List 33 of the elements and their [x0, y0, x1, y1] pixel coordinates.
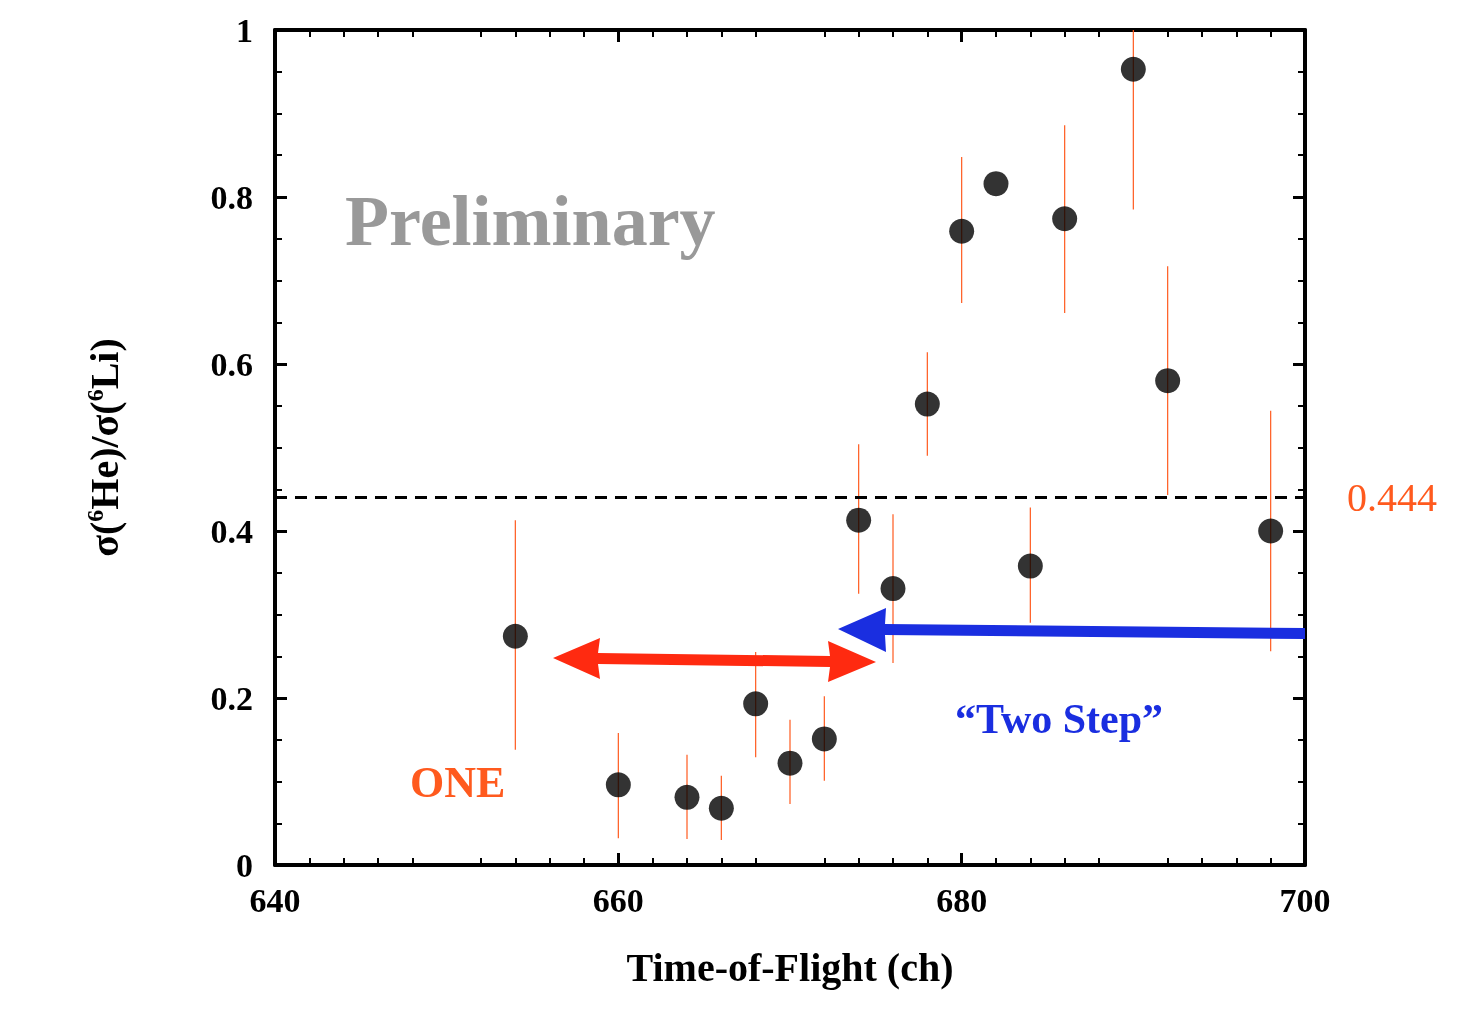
y-tick-label: 0.4	[210, 512, 253, 550]
point	[1017, 553, 1043, 579]
point	[1052, 206, 1078, 232]
annotation: ONE	[410, 757, 506, 807]
point	[1120, 56, 1146, 82]
point	[914, 391, 940, 417]
x-tick-label: 680	[936, 881, 988, 919]
annotation: Preliminary	[345, 181, 716, 261]
x-tick-label: 660	[592, 881, 644, 919]
y-tick-label: 1	[236, 11, 253, 49]
y-tick-label: 0.2	[210, 679, 253, 717]
y-axis-title: σ(6He)/σ(6Li)	[81, 338, 127, 557]
point	[846, 507, 872, 533]
point	[949, 218, 975, 244]
x-tick-label: 700	[1279, 881, 1331, 919]
point	[1258, 518, 1284, 544]
point	[708, 795, 734, 821]
point	[811, 726, 837, 752]
point	[674, 784, 700, 810]
point	[502, 623, 528, 649]
y-tick-label: 0	[236, 846, 253, 884]
point	[743, 691, 769, 717]
y-tick-label: 0.6	[210, 345, 253, 383]
annotation: “Two Step”	[955, 696, 1164, 742]
point	[983, 171, 1009, 197]
x-tick-label: 640	[249, 881, 301, 919]
point	[777, 750, 803, 776]
point	[1155, 368, 1181, 394]
point	[880, 576, 906, 602]
y-tick-label: 0.8	[210, 178, 253, 216]
point	[605, 772, 631, 798]
ref-line-label: 0.444	[1347, 475, 1437, 521]
x-axis-title: Time-of-Flight (ch)	[626, 944, 954, 990]
